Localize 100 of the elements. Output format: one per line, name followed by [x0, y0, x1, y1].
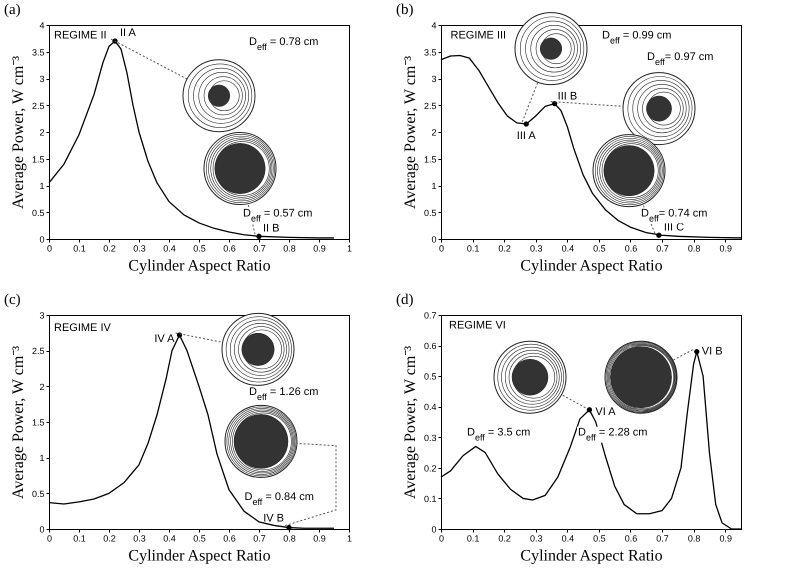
- x-tick-label: 0.3: [133, 244, 146, 254]
- y-tick-label: 0.2: [424, 463, 436, 474]
- y-tick-label: 0.5: [32, 488, 44, 499]
- y-tick-label: 0.5: [424, 372, 436, 382]
- y-tick-label: 2: [39, 128, 44, 138]
- y-tick-label: 1.5: [32, 154, 44, 164]
- x-tick-label: 0.7: [253, 244, 266, 254]
- x-tick-label: 0.5: [193, 534, 206, 544]
- x-tick-label: 1: [346, 534, 352, 544]
- annotation: REGIME IV: [54, 322, 112, 334]
- x-tick-label: 0.4: [562, 534, 574, 544]
- x-tick-label: 0.9: [313, 534, 326, 544]
- annotation: D$_{eff}$ = 0.57 cm: [243, 207, 312, 224]
- y-tick-label: 3: [39, 74, 44, 84]
- annotation: IV B: [263, 512, 284, 525]
- x-tick-label: 0.7: [656, 244, 669, 254]
- y-axis-title: Average Power, W cm⁻³: [10, 346, 27, 500]
- x-axis-title: Cylinder Aspect Ratio: [520, 548, 663, 564]
- x-tick-label: 0: [438, 534, 444, 544]
- x-tick-label: 0.7: [656, 534, 669, 544]
- annotation: III B: [558, 90, 578, 103]
- y-tick-label: 0: [431, 234, 436, 244]
- y-tick-label: 1: [39, 453, 44, 464]
- y-tick-label: 0.6: [424, 341, 436, 352]
- y-tick-label: 2.5: [32, 346, 44, 356]
- x-tick-label: 0.1: [466, 534, 480, 544]
- x-tick-label: 0.1: [466, 244, 480, 254]
- y-tick-label: 0.4: [424, 402, 436, 412]
- annotation: II A: [120, 27, 137, 40]
- x-tick-label: 0.6: [624, 534, 638, 544]
- point: [552, 101, 558, 106]
- x-tick-label: 0.8: [283, 244, 296, 254]
- annotation: IV A: [154, 332, 176, 345]
- y-axis-title: Average Power, W cm⁻³: [402, 56, 419, 210]
- y-tick-label: 0.1: [424, 494, 436, 504]
- annotation: REGIME III: [450, 30, 506, 42]
- x-tick-label: 0.5: [593, 244, 606, 254]
- y-tick-label: 4: [431, 20, 436, 30]
- x-tick-label: 0.1: [73, 534, 86, 544]
- x-axis-title: Cylinder Aspect Ratio: [128, 258, 271, 274]
- x-tick-label: 0.2: [103, 244, 116, 254]
- y-tick-label: 1.5: [32, 418, 44, 428]
- x-tick-label: 0.4: [163, 244, 176, 254]
- x-tick-label: 0.8: [688, 244, 700, 254]
- y-tick-label: 2.5: [32, 100, 44, 111]
- annotation: D$_{eff}$ = 2.28 cm: [578, 426, 648, 443]
- x-tick-label: 0.3: [530, 244, 542, 254]
- chart-title: (c): [4, 292, 21, 308]
- x-tick-label: 0.9: [313, 244, 326, 254]
- annotation: D$_{eff}$ = 3.5 cm: [467, 426, 530, 443]
- x-tick-label: 0.2: [103, 534, 116, 544]
- annotation: D$_{eff}$ = 1.26 cm: [249, 386, 318, 402]
- y-tick-label: 3: [431, 74, 436, 84]
- annotation: D$_{eff}$ = 0.84 cm: [244, 490, 314, 507]
- y-tick-label: 0.5: [424, 208, 436, 218]
- y-axis-title: Average Power, W cm⁻³: [402, 346, 419, 500]
- x-tick-label: 0.6: [624, 244, 638, 254]
- x-tick-label: 0.7: [253, 534, 266, 544]
- chart-title: (a): [4, 2, 21, 18]
- y-tick-label: 3.5: [32, 47, 44, 58]
- y-tick-label: 0: [39, 234, 44, 244]
- y-tick-label: 0.3: [424, 432, 436, 443]
- annotation: III C: [664, 221, 684, 234]
- y-tick-label: 1: [431, 181, 436, 191]
- annotation: VI A: [595, 406, 616, 418]
- annotation: D$_{eff}$ = 0.99 cm: [602, 30, 672, 46]
- x-tick-label: 0: [46, 244, 52, 254]
- annotation: VI B: [702, 346, 723, 358]
- annotation: II B: [263, 222, 280, 234]
- x-tick-label: 0: [438, 244, 444, 254]
- x-tick-label: 0.4: [163, 534, 176, 544]
- y-tick-label: 1.5: [424, 154, 436, 164]
- y-tick-label: 0.5: [32, 208, 44, 218]
- y-tick-label: 0.7: [424, 310, 436, 320]
- x-tick-label: 0.1: [73, 244, 86, 254]
- x-tick-label: 0.4: [562, 244, 574, 254]
- point: [524, 121, 529, 127]
- x-tick-label: 0.9: [719, 534, 732, 544]
- x-tick-label: 0.5: [193, 244, 206, 254]
- point: [656, 232, 662, 238]
- x-tick-label: 0: [46, 534, 52, 544]
- y-tick-label: 3.5: [424, 47, 436, 58]
- y-tick-label: 2: [39, 382, 44, 392]
- y-tick-label: 0: [39, 524, 44, 534]
- x-axis-title: Cylinder Aspect Ratio: [520, 258, 663, 274]
- x-axis-title: Cylinder Aspect Ratio: [128, 548, 271, 564]
- annotation: REGIME VI: [449, 320, 506, 332]
- chart-title: (b): [396, 2, 414, 18]
- annotation: D$_{eff}$= 0.97 cm: [647, 51, 714, 68]
- annotation: D$_{eff}$= 0.74 cm: [641, 207, 708, 224]
- x-tick-label: 0.2: [498, 244, 511, 254]
- y-tick-label: 4: [39, 20, 44, 30]
- annotation: REGIME II: [54, 30, 107, 42]
- x-tick-label: 0.3: [530, 534, 542, 544]
- y-tick-label: 1: [39, 181, 44, 191]
- x-tick-label: 0.9: [719, 244, 732, 254]
- annotation: III A: [516, 130, 536, 142]
- x-tick-label: 0.8: [283, 534, 296, 544]
- chart-title: (d): [396, 292, 414, 308]
- x-tick-label: 0.2: [498, 534, 511, 544]
